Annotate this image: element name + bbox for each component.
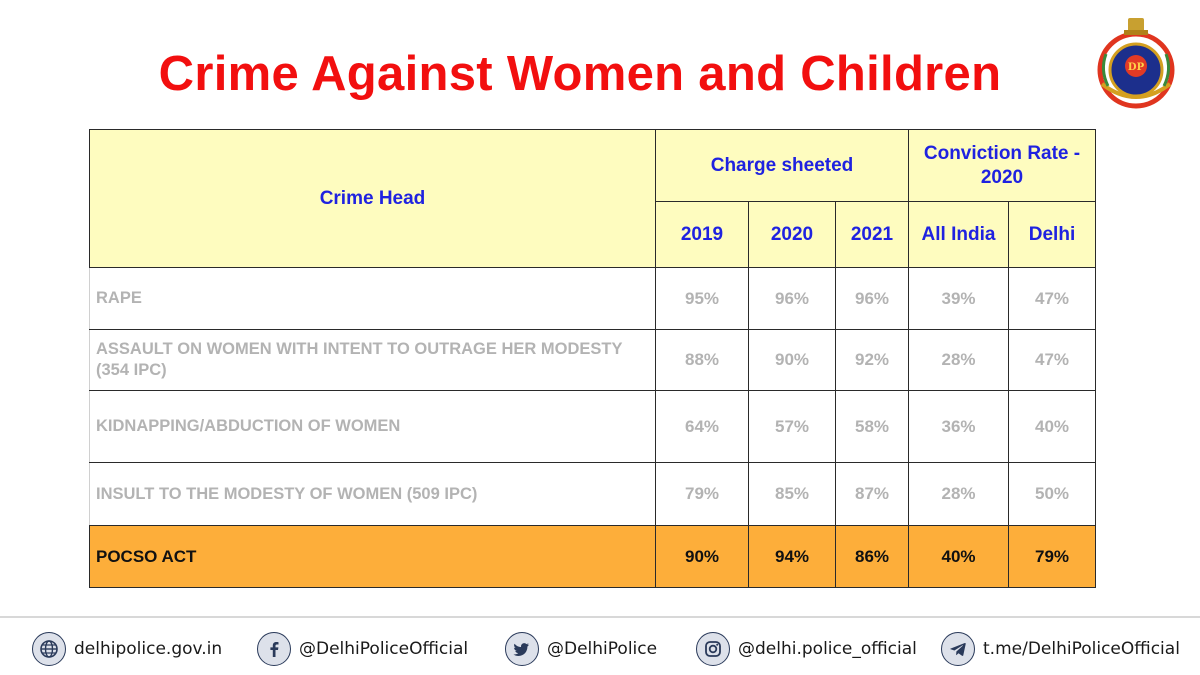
value-cell: 36% (908, 390, 1009, 463)
value-cell: 88% (655, 329, 749, 391)
page-title: Crime Against Women and Children (158, 47, 1002, 101)
value-cell: 96% (835, 267, 909, 330)
value-cell: 28% (908, 329, 1009, 391)
value-cell: 28% (908, 462, 1009, 526)
twitter-icon (505, 632, 539, 666)
value-cell: 40% (1008, 390, 1096, 463)
all-india-header: All India (908, 201, 1009, 268)
value-cell: 64% (655, 390, 749, 463)
value-cell: 50% (1008, 462, 1096, 526)
value-cell: 85% (748, 462, 836, 526)
value-cell: 95% (655, 267, 749, 330)
crime-name: RAPE (89, 267, 656, 330)
value-cell: 79% (655, 462, 749, 526)
value-cell: 92% (835, 329, 909, 391)
charge-sheeted-header: Charge sheeted (655, 129, 909, 202)
year-2020-header: 2020 (748, 201, 836, 268)
value-cell: 57% (748, 390, 836, 463)
value-cell: 90% (748, 329, 836, 391)
table-row: ASSAULT ON WOMEN WITH INTENT TO OUTRAGE … (89, 329, 1096, 391)
value-cell: 86% (835, 525, 909, 588)
facebook-label: @DelhiPoliceOfficial (299, 639, 469, 659)
telegram-link[interactable]: t.me/DelhiPoliceOfficial (941, 631, 1180, 667)
crime-name: POCSO ACT (89, 525, 656, 588)
facebook-link[interactable]: @DelhiPoliceOfficial (257, 631, 468, 667)
delhi-header: Delhi (1008, 201, 1096, 268)
conviction-rate-header: Conviction Rate - 2020 (908, 129, 1096, 202)
year-2021-header: 2021 (835, 201, 909, 268)
crime-name: KIDNAPPING/ABDUCTION OF WOMEN (89, 390, 656, 463)
value-cell: 90% (655, 525, 749, 588)
year-2019-header: 2019 (655, 201, 749, 268)
value-cell: 79% (1008, 525, 1096, 588)
value-cell: 40% (908, 525, 1009, 588)
telegram-label: t.me/DelhiPoliceOfficial (983, 639, 1180, 659)
value-cell: 94% (748, 525, 836, 588)
svg-text:DP: DP (1128, 62, 1145, 73)
twitter-link[interactable]: @DelhiPolice (505, 631, 657, 667)
value-cell: 47% (1008, 267, 1096, 330)
table-row: RAPE 95% 96% 96% 39% 47% (89, 267, 1096, 330)
crime-table: Crime Head Charge sheeted Conviction Rat… (89, 129, 1096, 588)
globe-icon (32, 632, 66, 666)
instagram-link[interactable]: @delhi.police_official (696, 631, 917, 667)
delhi-police-emblem: DP (1097, 18, 1175, 109)
value-cell: 96% (748, 267, 836, 330)
crime-head-header: Crime Head (89, 129, 656, 268)
twitter-label: @DelhiPolice (547, 639, 658, 659)
table-row: INSULT TO THE MODESTY OF WOMEN (509 IPC)… (89, 462, 1096, 526)
instagram-label: @delhi.police_official (738, 639, 917, 659)
value-cell: 87% (835, 462, 909, 526)
footer-divider (0, 616, 1200, 618)
pocso-row: POCSO ACT 90% 94% 86% 40% 79% (89, 525, 1096, 588)
value-cell: 58% (835, 390, 909, 463)
value-cell: 47% (1008, 329, 1096, 391)
instagram-icon (696, 632, 730, 666)
value-cell: 39% (908, 267, 1009, 330)
telegram-icon (941, 632, 975, 666)
website-label: delhipolice.gov.in (74, 639, 223, 659)
table-row: KIDNAPPING/ABDUCTION OF WOMEN 64% 57% 58… (89, 390, 1096, 463)
website-link[interactable]: delhipolice.gov.in (32, 631, 222, 667)
footer: delhipolice.gov.in @DelhiPoliceOfficial … (0, 623, 1200, 673)
crime-name: INSULT TO THE MODESTY OF WOMEN (509 IPC) (89, 462, 656, 526)
crime-name: ASSAULT ON WOMEN WITH INTENT TO OUTRAGE … (89, 329, 656, 391)
facebook-icon (257, 632, 291, 666)
